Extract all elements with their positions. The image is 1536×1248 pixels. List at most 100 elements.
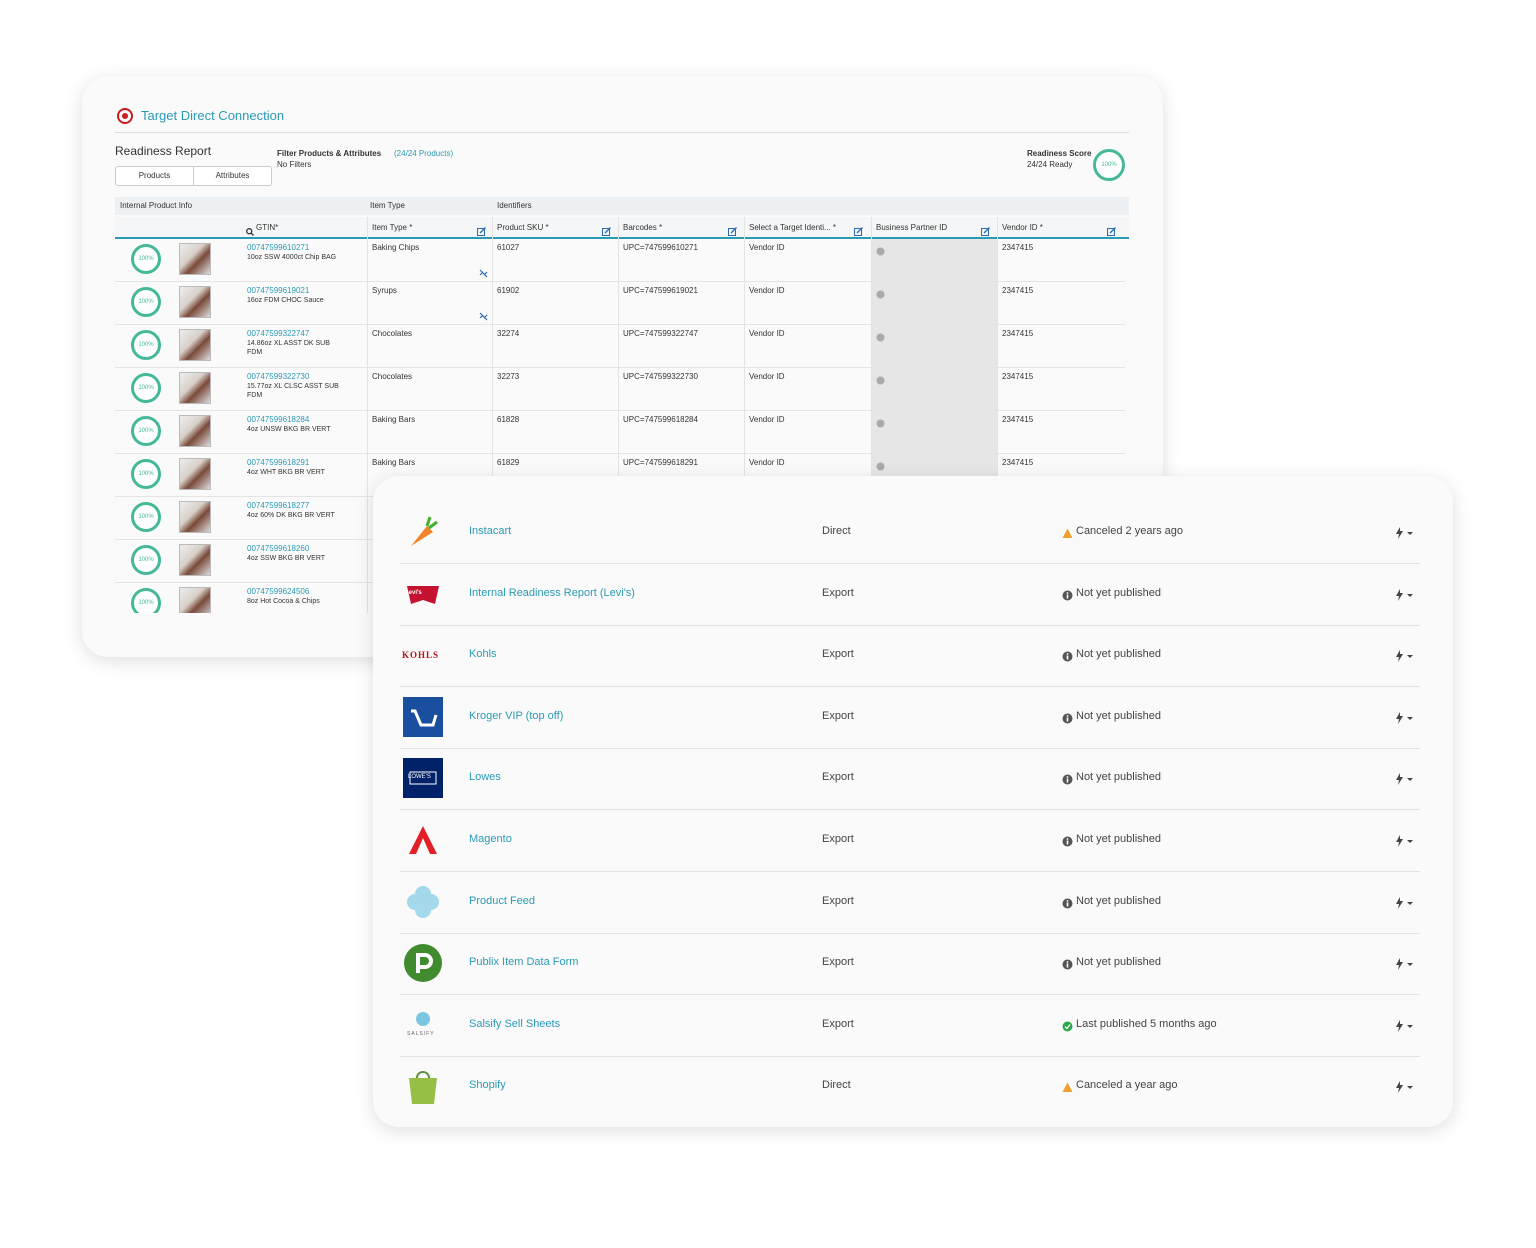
channel-name[interactable]: Publix Item Data Form <box>469 956 579 969</box>
score-label: Readiness Score <box>1027 149 1092 158</box>
actions-button[interactable] <box>1396 588 1414 606</box>
status-icon <box>1062 772 1073 790</box>
group-header-row <box>115 197 1129 215</box>
score-circle: 100% <box>131 416 161 446</box>
row-border <box>400 871 1420 872</box>
report-title: Readiness Report <box>115 144 212 158</box>
column-header: GTIN* <box>256 223 279 232</box>
group-header: Identifiers <box>497 201 532 210</box>
status: Last published 5 months ago <box>1076 1017 1217 1030</box>
tab[interactable]: Products <box>116 167 194 185</box>
channel-name[interactable]: Instacart <box>469 525 512 537</box>
channel-type: Direct <box>822 525 851 537</box>
tab[interactable]: Attributes <box>215 171 250 180</box>
score-circle: 100% <box>131 502 161 532</box>
help-icon <box>876 286 885 304</box>
actions-button[interactable] <box>1396 772 1414 790</box>
status-icon <box>1062 588 1073 606</box>
actions-button[interactable] <box>1396 649 1414 667</box>
product-image <box>179 286 211 318</box>
product-table: Internal Product Info Item Type Identifier… <box>115 197 1129 613</box>
row-border <box>400 563 1420 564</box>
cell: 32273 <box>497 372 520 381</box>
product-image <box>179 544 211 576</box>
filter-label[interactable]: Filter Products & Attributes <box>277 149 382 158</box>
gtin-link[interactable]: 00747599619021 <box>247 286 310 295</box>
gtin-link[interactable]: 00747599618277 <box>247 501 310 510</box>
status-icon <box>1062 711 1073 729</box>
column-divider <box>492 217 493 613</box>
channel-logo <box>403 512 443 557</box>
product-image <box>179 243 211 275</box>
status: Not yet published <box>1076 833 1161 845</box>
status-icon <box>1062 526 1073 544</box>
actions-button[interactable] <box>1396 1019 1414 1037</box>
row-border <box>115 410 1125 411</box>
channel-logo <box>403 820 443 865</box>
actions-button[interactable] <box>1396 526 1414 544</box>
description: 4oz WHT BKG BR VERT <box>247 469 325 476</box>
cell: Vendor ID <box>749 372 785 381</box>
gtin-link[interactable]: 00747599624506 <box>247 587 310 596</box>
product-image <box>179 458 211 490</box>
cell: Vendor ID <box>749 243 785 252</box>
row-border <box>115 367 1125 368</box>
gtin-link[interactable]: 00747599322730 <box>247 372 310 381</box>
status-icon <box>1062 1080 1073 1098</box>
edit-icon <box>602 223 611 241</box>
channel-name[interactable]: Kohls <box>469 648 497 661</box>
actions-button[interactable] <box>1396 834 1414 852</box>
channel-logo <box>403 574 443 619</box>
score-circle: 100% <box>131 244 161 274</box>
actions-button[interactable] <box>1396 711 1414 729</box>
channel-type: Export <box>822 771 854 784</box>
gtin-link[interactable]: 00747599322747 <box>247 329 310 338</box>
status: Not yet published <box>1076 586 1161 599</box>
channel-logo <box>403 882 443 927</box>
score-circle: 100% <box>131 545 161 575</box>
cell: 61829 <box>497 458 520 467</box>
channel-type: Export <box>822 709 854 722</box>
cell: 2347415 <box>1002 286 1034 295</box>
cell: 2347415 <box>1002 372 1034 381</box>
channel-name[interactable]: Kroger VIP (top off) <box>469 709 564 722</box>
actions-button[interactable] <box>1396 896 1414 914</box>
channel-name[interactable]: Product Feed <box>469 894 536 907</box>
channel-name[interactable]: Magento <box>469 833 512 845</box>
filter-count[interactable]: (24/24 Products) <box>394 149 454 158</box>
header-row <box>115 217 1129 239</box>
product-image <box>179 415 211 447</box>
actions-button[interactable] <box>1396 1080 1414 1098</box>
cell: UPC=747599322730 <box>623 372 698 381</box>
status-icon <box>1062 896 1073 914</box>
cell: 61027 <box>497 243 520 252</box>
score-circle: 100% <box>131 588 161 613</box>
channel-name[interactable]: Internal Readiness Report (Levi's) <box>469 586 635 599</box>
status-icon <box>1062 649 1073 667</box>
cell: Baking Chips <box>372 243 420 252</box>
cell: Vendor ID <box>749 415 785 424</box>
group-header: Item Type <box>370 201 405 210</box>
column-header: Vendor ID * <box>1002 223 1043 232</box>
column-header: Select a Target Identi... * <box>749 223 837 232</box>
actions-button[interactable] <box>1396 957 1414 975</box>
channel-name[interactable]: Lowes <box>469 771 501 784</box>
gtin-link[interactable]: 00747599618260 <box>247 544 310 553</box>
cell: Vendor ID <box>749 286 785 295</box>
gtin-link[interactable]: 00747599618291 <box>247 458 310 467</box>
cell: UPC=747599610271 <box>623 243 698 252</box>
row-border <box>115 453 1125 454</box>
channel-name[interactable]: Shopify <box>469 1079 506 1092</box>
channel-type: Export <box>822 648 854 661</box>
channel-name[interactable]: Salsify Sell Sheets <box>469 1017 561 1030</box>
edit-icon <box>1107 223 1116 241</box>
channel-type: Export <box>822 833 854 845</box>
cell: Baking Bars <box>372 415 416 424</box>
cell: UPC=747599322747 <box>623 329 698 338</box>
status: Not yet published <box>1076 648 1161 661</box>
gtin-link[interactable]: 00747599618284 <box>247 415 310 424</box>
cell: Chocolates <box>372 372 413 381</box>
gtin-link[interactable]: 00747599610271 <box>247 243 310 252</box>
column-divider <box>367 217 368 613</box>
column-divider <box>997 217 998 613</box>
